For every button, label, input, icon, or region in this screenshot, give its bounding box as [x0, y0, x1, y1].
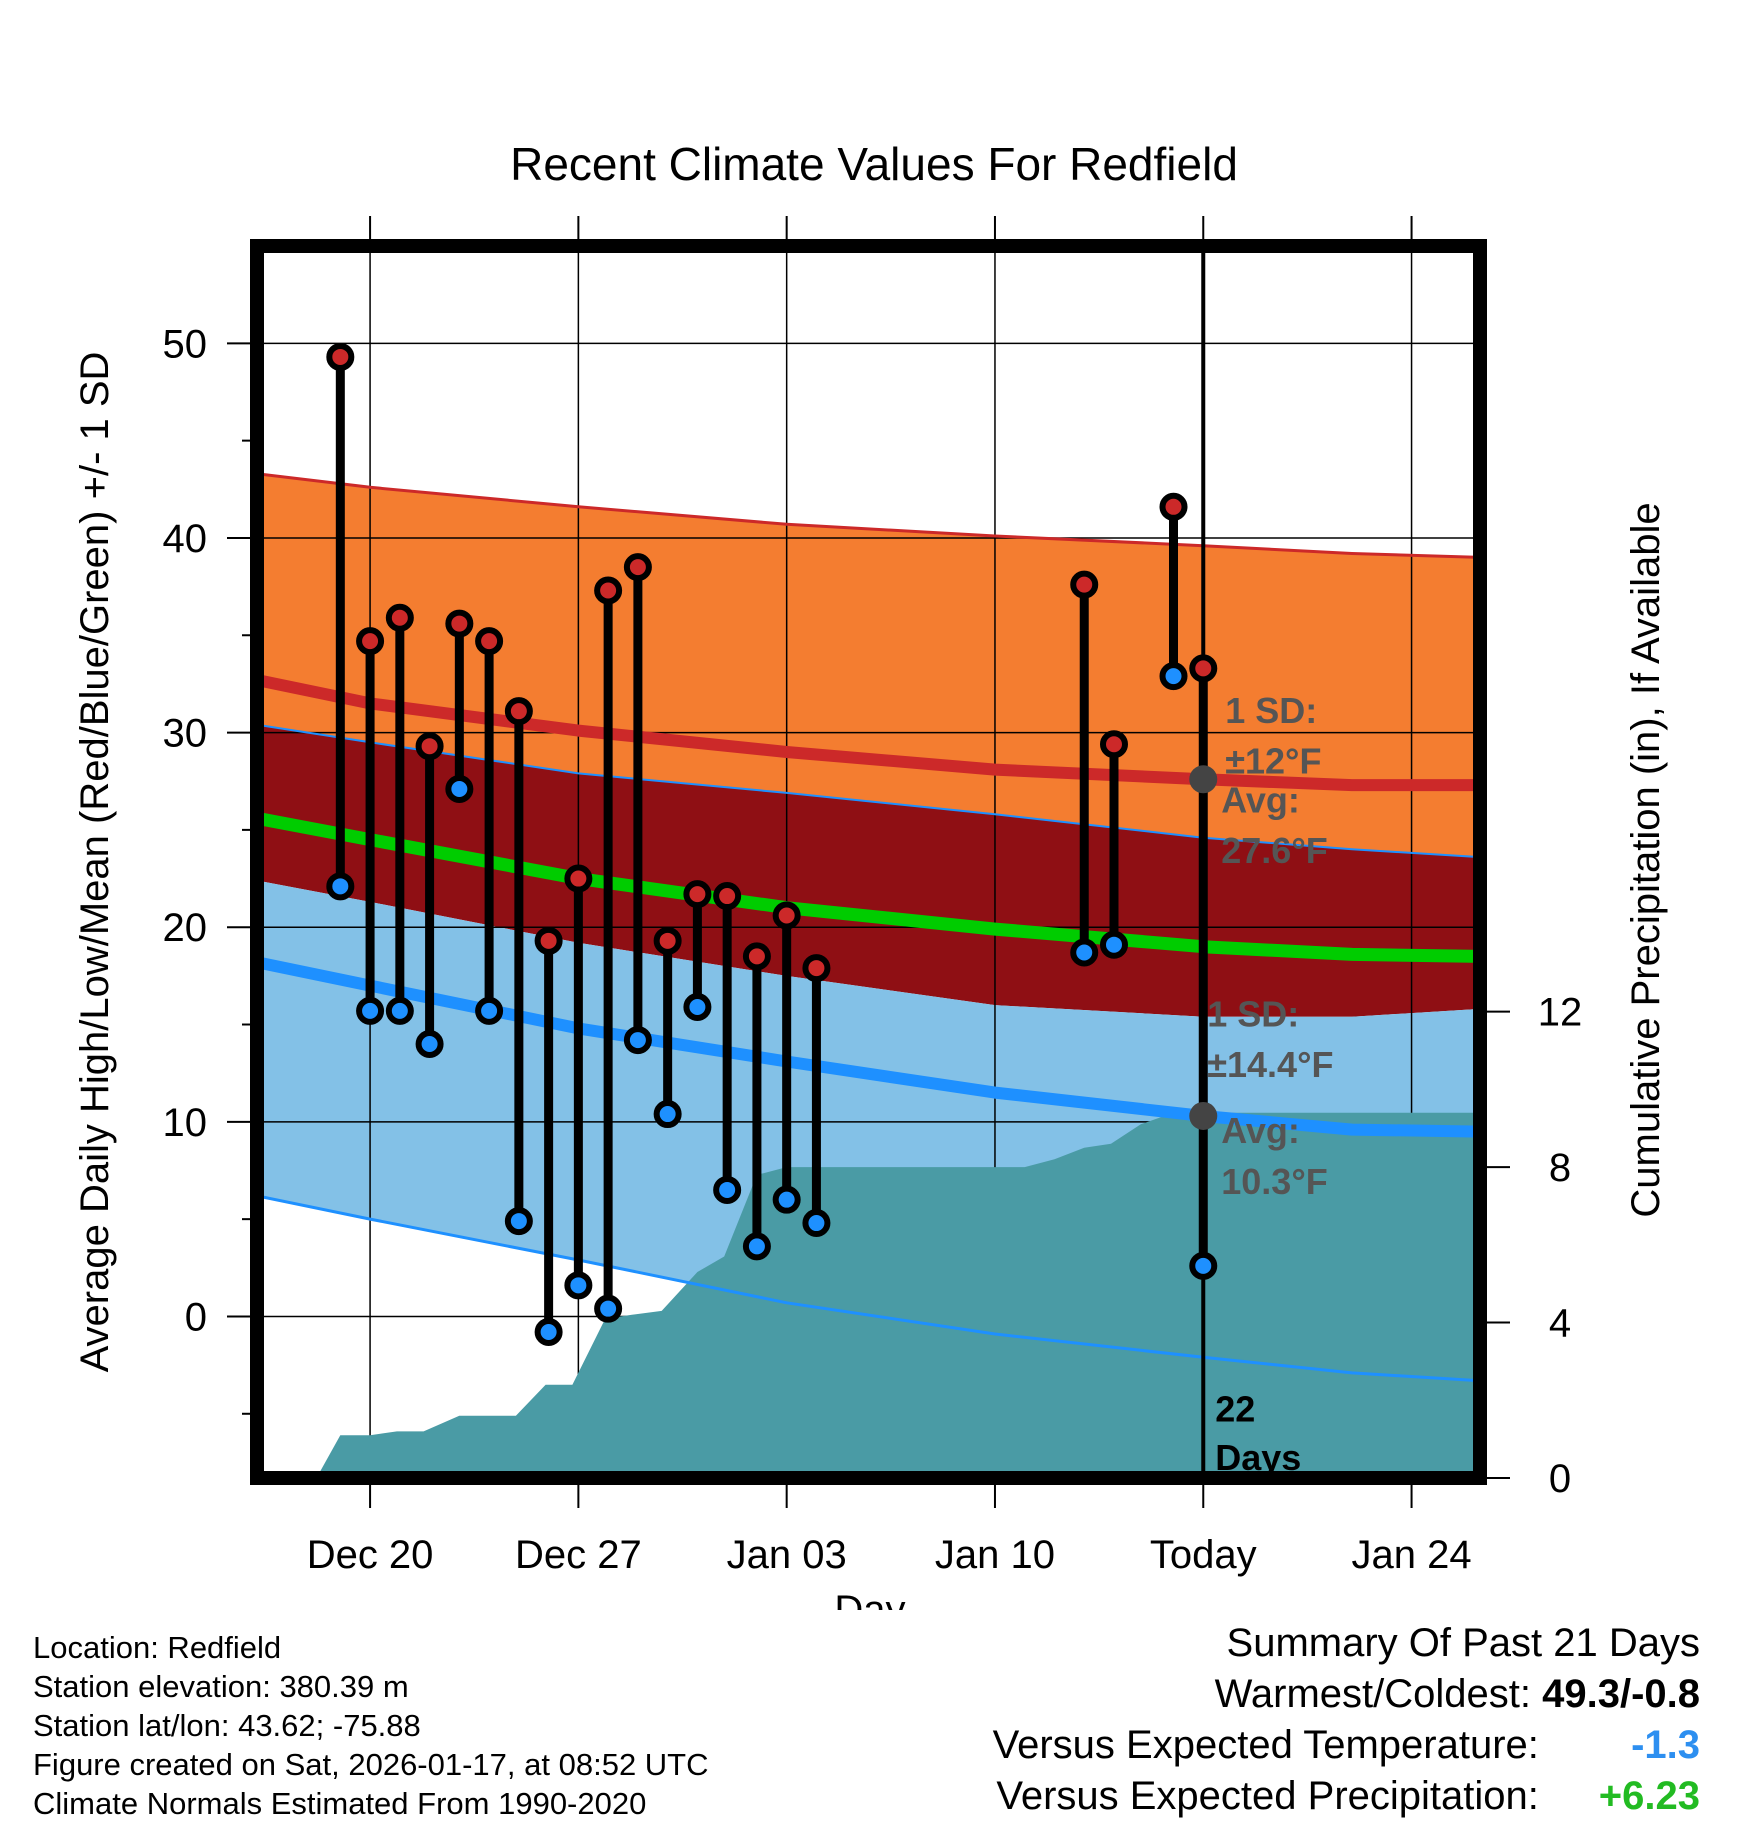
y-axis-label-right: Cumulative Precipitation (in), If Availa…	[1624, 502, 1668, 1217]
daily-low-point	[1189, 1251, 1218, 1280]
daily-high-point	[1189, 654, 1218, 683]
low-sd-value: ±14.4°F	[1207, 1044, 1333, 1085]
x-tick-label: Jan 10	[935, 1533, 1055, 1577]
x-tick-label: Jan 03	[727, 1533, 847, 1577]
daily-high-point	[1099, 730, 1128, 759]
daily-low-point	[683, 992, 712, 1021]
precip-anomaly-row: Versus Expected Precipitation: +6.23	[993, 1771, 1700, 1822]
chart-title: Recent Climate Values For Redfield	[510, 138, 1238, 190]
y-axis-label-left: Average Daily High/Low/Mean (Red/Blue/Gr…	[73, 352, 117, 1373]
plot-frame	[250, 239, 1487, 1485]
high-avg-line	[257, 674, 1480, 792]
y-left-tick-label: 20	[163, 906, 208, 950]
high-avg-today-marker	[1189, 765, 1218, 794]
daily-low-point	[713, 1175, 742, 1204]
daily-high-point	[356, 627, 385, 656]
daily-high-point	[385, 603, 414, 632]
y-right-tick-label: 0	[1549, 1457, 1571, 1501]
daily-high-point	[445, 609, 474, 638]
high-sd-upper-line	[257, 472, 1480, 559]
precip-area	[316, 1112, 1480, 1478]
daily-high-point	[475, 627, 504, 656]
station-info: Location: Redfield Station elevation: 38…	[33, 1628, 709, 1823]
y-left-tick-label: 0	[185, 1295, 207, 1339]
y-left-tick-label: 40	[163, 517, 208, 561]
temp-anomaly-row: Versus Expected Temperature: -1.3	[993, 1720, 1700, 1771]
low-avg-value: 10.3°F	[1221, 1161, 1327, 1202]
daily-high-point	[504, 697, 533, 726]
daily-high-point	[772, 901, 801, 930]
daily-high-point	[415, 732, 444, 761]
daily-low-point	[623, 1026, 652, 1055]
high-sd-title: 1 SD:	[1225, 690, 1317, 731]
y-right-tick-label: 4	[1549, 1302, 1571, 1346]
daily-low-point	[772, 1185, 801, 1214]
mean-avg-line	[257, 811, 1480, 963]
daily-low-point	[564, 1271, 593, 1300]
daily-low-point	[475, 996, 504, 1025]
daily-high-point	[802, 954, 831, 983]
latlon-text: Station lat/lon: 43.62; -75.88	[33, 1708, 421, 1743]
normals-text: Climate Normals Estimated From 1990-2020	[33, 1786, 647, 1821]
daily-high-point	[326, 342, 355, 371]
elevation-text: Station elevation: 380.39 m	[33, 1669, 409, 1704]
precip-anomaly-label: Versus Expected Precipitation:	[996, 1774, 1539, 1818]
daily-high-point	[564, 864, 593, 893]
x-tick-label: Dec 27	[515, 1533, 642, 1577]
high-avg-title: Avg:	[1221, 779, 1300, 820]
created-text: Figure created on Sat, 2026-01-17, at 08…	[33, 1747, 709, 1782]
low-sd-title: 1 SD:	[1207, 993, 1299, 1034]
daily-low-point	[356, 996, 385, 1025]
warmest-coldest-value: 49.3/-0.8	[1542, 1672, 1700, 1716]
y-left-tick-label: 30	[163, 712, 208, 756]
daily-high-point	[713, 882, 742, 911]
x-tick-label: Jan 24	[1352, 1533, 1472, 1577]
daily-low-point	[802, 1209, 831, 1238]
daily-high-point	[1159, 492, 1188, 521]
daily-low-point	[504, 1207, 533, 1236]
daily-low-point	[742, 1232, 771, 1261]
temp-anomaly-label: Versus Expected Temperature:	[992, 1723, 1539, 1767]
y-right-tick-label: 12	[1538, 991, 1583, 1035]
low-avg-title: Avg:	[1221, 1110, 1300, 1151]
daily-low-point	[653, 1100, 682, 1129]
low-avg-line	[257, 956, 1480, 1138]
daily-low-point	[1070, 938, 1099, 967]
x-axis-label: Day	[834, 1588, 905, 1610]
y-left-tick-label: 10	[163, 1101, 208, 1145]
daily-low-point	[385, 996, 414, 1025]
daily-high-point	[1070, 570, 1099, 599]
daily-low-point	[594, 1294, 623, 1323]
precip-anomaly-value: +6.23	[1598, 1774, 1700, 1818]
daily-high-point	[742, 942, 771, 971]
daily-low-point	[1159, 662, 1188, 691]
daily-high-point	[594, 576, 623, 605]
summary-panel: Summary Of Past 21 Days Warmest/Coldest:…	[993, 1618, 1700, 1822]
daily-low-point	[445, 775, 474, 804]
x-tick-label: Dec 20	[307, 1533, 434, 1577]
warmest-coldest-row: Warmest/Coldest: 49.3/-0.8	[993, 1669, 1700, 1720]
location-text: Location: Redfield	[33, 1630, 282, 1665]
x-tick-label: Today	[1150, 1533, 1257, 1577]
climate-chart: Recent Climate Values For Redfield 1 SD:…	[73, 138, 1668, 1610]
daily-low-point	[326, 872, 355, 901]
daily-high-point	[623, 553, 652, 582]
daily-high-point	[534, 926, 563, 955]
temp-anomaly-value: -1.3	[1631, 1723, 1700, 1767]
daily-low-point	[415, 1029, 444, 1058]
warmest-coldest-label: Warmest/Coldest:	[1214, 1672, 1531, 1716]
days-count-number: 22	[1215, 1389, 1255, 1430]
daily-low-point	[534, 1318, 563, 1347]
high-sd-value: ±12°F	[1225, 740, 1321, 781]
high-avg-value: 27.6°F	[1221, 830, 1327, 871]
daily-high-point	[683, 880, 712, 909]
low-sd-lower-line	[257, 1194, 1480, 1383]
daily-high-point	[653, 926, 682, 955]
low-avg-today-marker	[1189, 1101, 1218, 1130]
daily-low-point	[1099, 930, 1128, 959]
summary-title: Summary Of Past 21 Days	[1226, 1621, 1700, 1665]
band-split-line	[257, 723, 1480, 859]
y-right-tick-label: 8	[1549, 1146, 1571, 1190]
y-left-tick-label: 50	[163, 322, 208, 366]
